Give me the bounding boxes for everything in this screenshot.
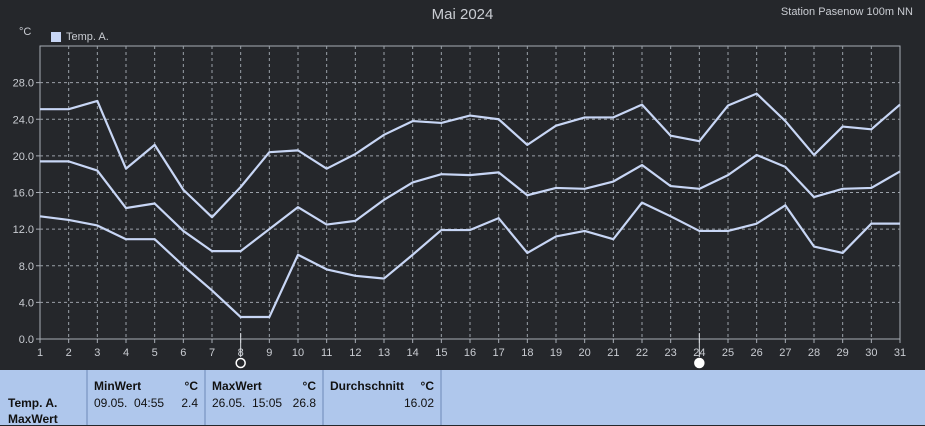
mean-temperature-line	[40, 153, 901, 253]
min-cell: MinWert °C 09.05. 04:55 2.4	[88, 370, 206, 425]
x-tick-label: 11	[321, 347, 332, 359]
line-chart: 1234567891011121314151617181920212223242…	[13, 45, 906, 369]
stats-panel: Temp. A. MaxWert MinWert °C 09.05. 04:55…	[0, 370, 925, 426]
min-temperature-line	[39, 201, 900, 319]
x-tick-label: 23	[665, 347, 677, 359]
full-moon-icon	[694, 357, 705, 369]
chart-area: 1234567891011121314151617181920212223242…	[12, 6, 913, 369]
avg-header: Durchschnitt	[330, 379, 405, 393]
x-tick-label: 4	[123, 347, 129, 359]
y-tick-label: 20.0	[13, 151, 34, 163]
max-cell: MaxWert °C 26.05. 15:05 26.8	[206, 370, 324, 425]
x-tick-label: 14	[407, 347, 419, 359]
chart-title: Mai 2024	[431, 6, 494, 23]
avg-value: 16.02	[403, 396, 434, 410]
x-tick-label: 30	[865, 347, 877, 359]
y-tick-label: 0.0	[19, 334, 34, 346]
legend-swatch	[51, 32, 61, 42]
x-tick-label: 9	[266, 347, 272, 359]
min-unit: °C	[184, 379, 198, 393]
min-header: MinWert	[94, 379, 142, 393]
x-tick-label: 15	[435, 347, 447, 359]
x-tick-label: 6	[180, 347, 186, 359]
x-tick-label: 27	[779, 347, 791, 359]
x-tick-label: 1	[37, 347, 43, 359]
max-date: 26.05. 15:05	[212, 396, 283, 410]
x-tick-label: 2	[66, 347, 72, 359]
x-tick-label: 13	[378, 347, 390, 359]
x-tick-label: 12	[349, 347, 361, 359]
max-value: 26.8	[292, 396, 316, 410]
y-tick-label: 24.0	[13, 114, 34, 126]
y-tick-label: 12.0	[13, 224, 34, 236]
min-value: 2.4	[181, 396, 198, 410]
stats-row-labels: Temp. A. MaxWert	[0, 370, 88, 426]
max-unit: °C	[302, 379, 316, 393]
x-tick-label: 16	[464, 347, 476, 359]
legend-label: Temp. A.	[66, 31, 109, 43]
y-tick-label: 16.0	[13, 188, 34, 200]
x-tick-label: 28	[808, 347, 820, 359]
x-tick-label: 17	[493, 347, 505, 359]
max-row-label: MaxWert	[8, 412, 58, 426]
x-tick-label: 29	[837, 347, 849, 359]
y-tick-label: 8.0	[19, 261, 34, 273]
avg-unit: °C	[420, 379, 434, 393]
y-tick-label: 28.0	[13, 78, 34, 90]
x-tick-label: 7	[209, 347, 215, 359]
x-tick-label: 10	[292, 347, 304, 359]
max-temperature-line	[40, 92, 901, 219]
x-tick-label: 22	[636, 347, 648, 359]
x-tick-label: 20	[579, 347, 591, 359]
x-tick-label: 5	[152, 347, 158, 359]
x-tick-label: 31	[894, 347, 906, 359]
y-tick-label: 4.0	[19, 297, 34, 309]
x-tick-label: 18	[521, 347, 533, 359]
x-tick-label: 19	[550, 347, 562, 359]
new-moon-icon	[235, 357, 246, 369]
avg-cell: Durchschnitt °C 16.02	[324, 370, 442, 425]
legend: Temp. A.	[51, 31, 109, 43]
series-label: Temp. A.	[8, 396, 58, 410]
x-tick-label: 21	[607, 347, 619, 359]
y-axis-unit: °C	[19, 26, 32, 38]
min-date: 09.05. 04:55	[94, 396, 165, 410]
max-header: MaxWert	[212, 379, 262, 393]
station-label: Station Pasenow 100m NN	[780, 6, 913, 18]
x-tick-label: 3	[94, 347, 100, 359]
x-tick-label: 25	[722, 347, 734, 359]
x-tick-label: 26	[751, 347, 763, 359]
